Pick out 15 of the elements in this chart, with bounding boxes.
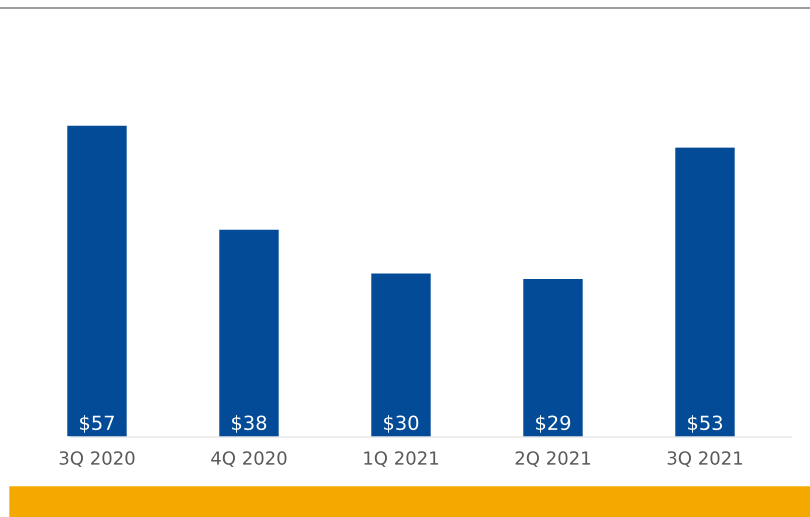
- x-tick-label: 2Q 2021: [516, 451, 590, 467]
- data-label: $53: [688, 415, 722, 433]
- bar: [66, 125, 128, 437]
- bar: [674, 146, 736, 437]
- data-label: $29: [536, 415, 570, 433]
- data-label: $38: [232, 415, 266, 433]
- x-tick-label: 4Q 2020: [211, 451, 286, 467]
- bar: [370, 272, 432, 437]
- x-tick-label: 3Q 2021: [668, 451, 742, 467]
- bar: [522, 278, 584, 437]
- data-label: $57: [80, 415, 114, 433]
- x-tick-label: 3Q 2020: [60, 451, 134, 467]
- bar: [218, 228, 280, 437]
- x-tick-label: 1Q 2021: [364, 451, 438, 467]
- data-label: $30: [384, 415, 418, 433]
